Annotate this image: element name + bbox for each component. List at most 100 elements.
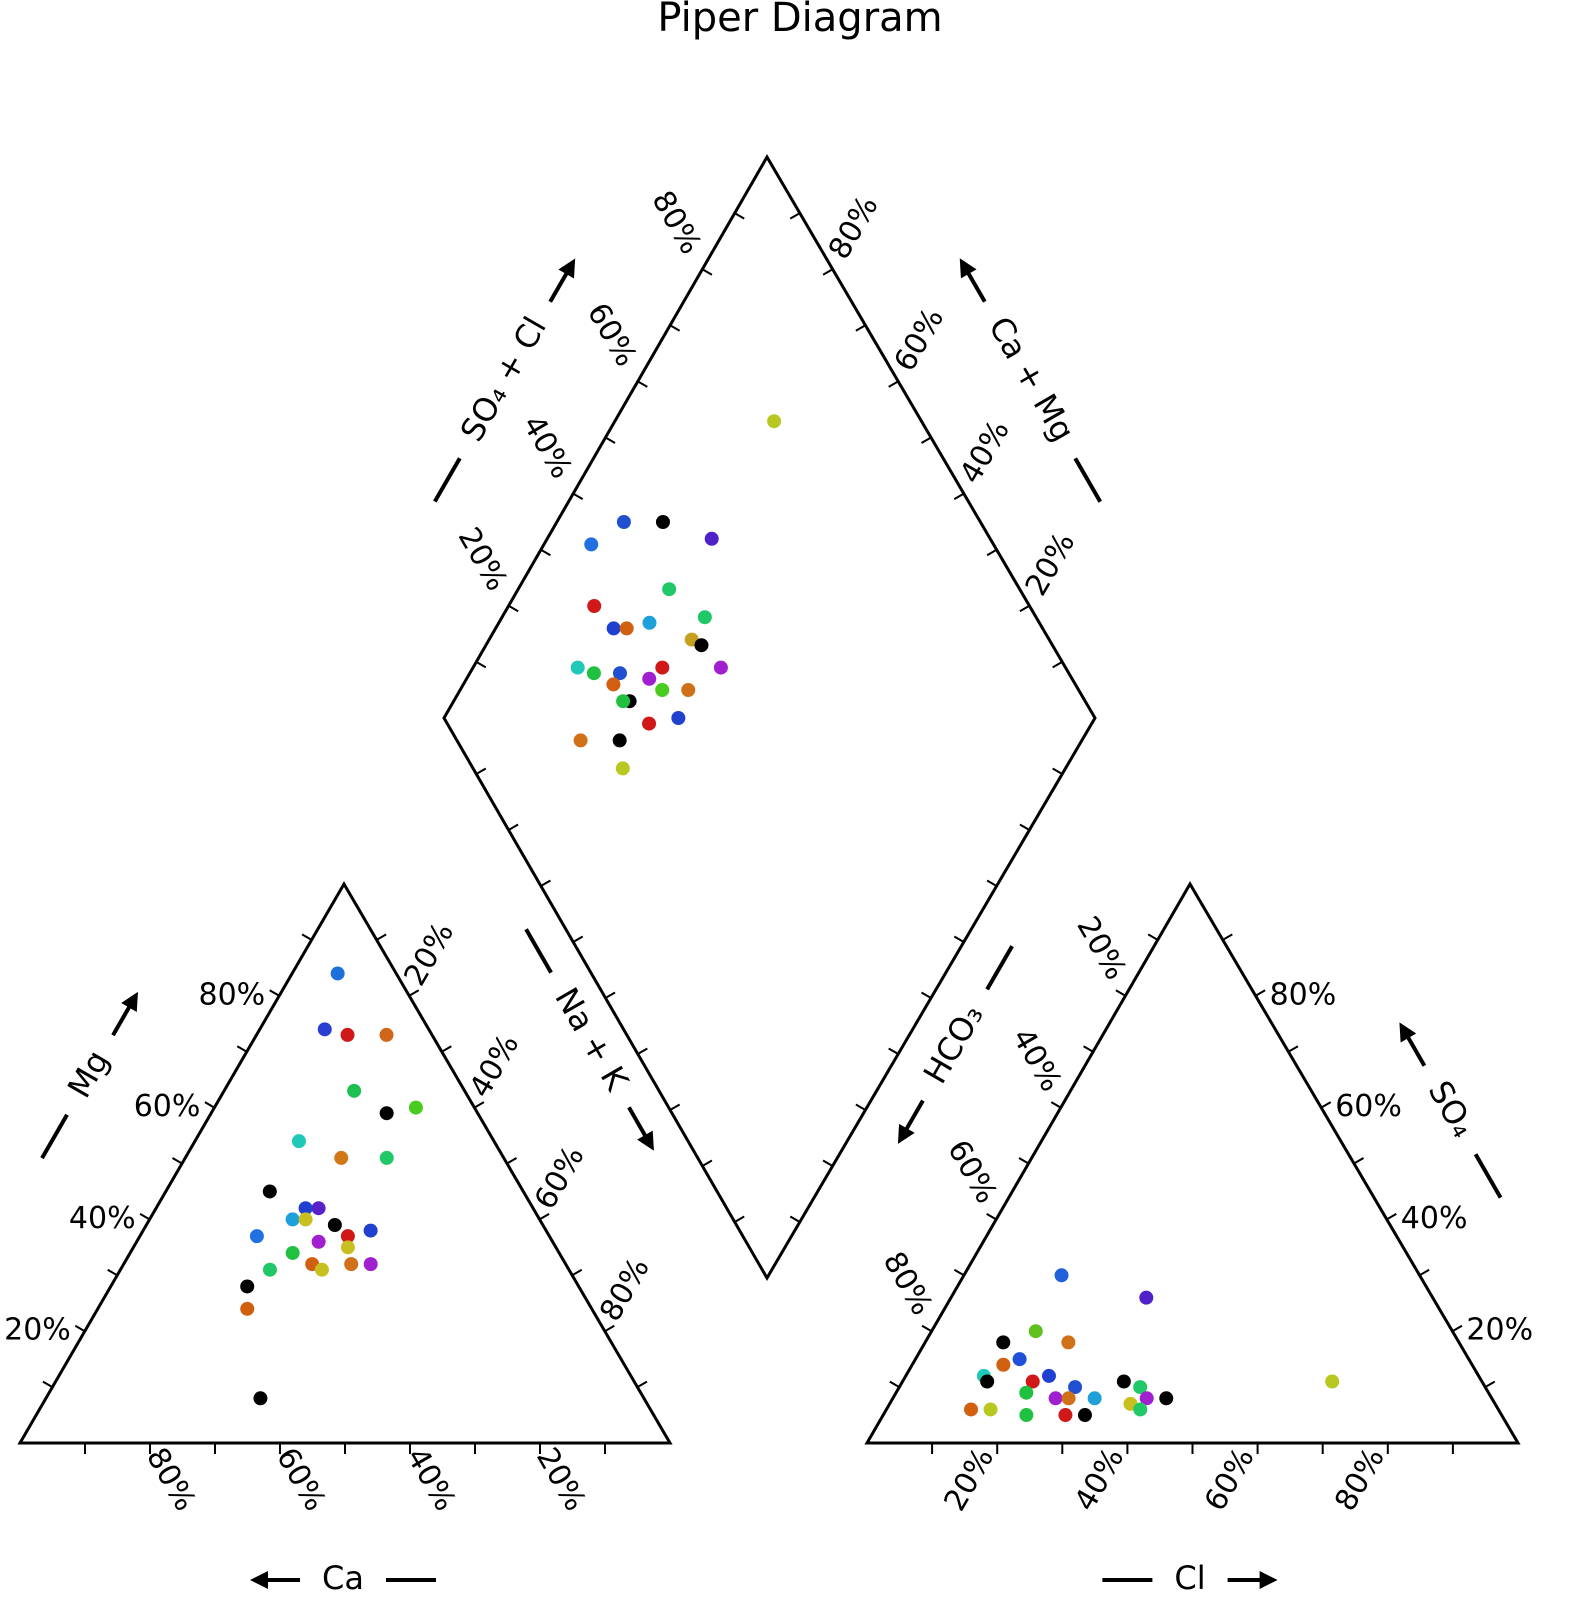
cation-point bbox=[311, 1234, 326, 1249]
tick-mark bbox=[236, 1045, 248, 1053]
tick-mark bbox=[107, 1268, 118, 1277]
diamond-point bbox=[573, 733, 588, 748]
tick-mark bbox=[1052, 767, 1063, 775]
tick-mark bbox=[701, 268, 713, 276]
anion-point bbox=[1054, 1268, 1069, 1283]
cation-point bbox=[408, 1100, 423, 1115]
axis-arrow bbox=[111, 1001, 134, 1037]
anion-point bbox=[1077, 1408, 1092, 1423]
diamond-point bbox=[570, 660, 585, 675]
diamond-point bbox=[616, 515, 631, 529]
cation-point bbox=[240, 1279, 255, 1294]
cation-point bbox=[363, 1257, 378, 1272]
tick-mark bbox=[888, 1047, 899, 1055]
tick-label: 40% bbox=[1005, 1022, 1069, 1097]
tick-label: 80% bbox=[822, 190, 886, 265]
diamond-point bbox=[606, 621, 621, 636]
tick-label: 60% bbox=[940, 1134, 1004, 1209]
anion-point bbox=[983, 1402, 998, 1417]
anion-point bbox=[1139, 1290, 1154, 1305]
tick-mark bbox=[1083, 1045, 1094, 1053]
cation-point bbox=[253, 1391, 268, 1406]
tick-mark bbox=[1419, 1268, 1430, 1277]
diamond-point bbox=[642, 615, 657, 630]
axis-title-group: SO₄ bbox=[1399, 1022, 1503, 1199]
tick-mark bbox=[921, 1324, 933, 1333]
tick-mark bbox=[1287, 1045, 1299, 1053]
tick-label: 60% bbox=[1335, 1089, 1402, 1124]
cation-point bbox=[340, 1229, 355, 1244]
tick-label: 20% bbox=[938, 1442, 1002, 1517]
diamond-point bbox=[767, 414, 782, 429]
cation-point bbox=[344, 1257, 359, 1272]
diamond-point bbox=[642, 671, 657, 686]
axis-arrowhead bbox=[121, 991, 138, 1012]
tick-mark bbox=[540, 879, 551, 887]
cation-point bbox=[379, 1150, 394, 1165]
tick-mark bbox=[889, 1380, 900, 1388]
cation-point bbox=[311, 1201, 326, 1216]
tick-mark bbox=[475, 767, 487, 775]
axis-arrowhead bbox=[558, 258, 576, 279]
tick-mark bbox=[604, 436, 616, 444]
diamond-point bbox=[642, 716, 657, 731]
anion-point bbox=[1139, 1391, 1154, 1406]
diamond-point bbox=[671, 711, 686, 725]
diamond-point bbox=[586, 666, 601, 681]
tick-mark bbox=[1147, 933, 1159, 941]
cation-point bbox=[340, 1027, 355, 1042]
axis-title: Ca bbox=[322, 1559, 364, 1597]
cation-point bbox=[363, 1223, 378, 1238]
tick-label: 20% bbox=[1019, 527, 1083, 602]
tick-mark bbox=[920, 991, 932, 999]
tick-label: 20% bbox=[398, 917, 462, 992]
tick-mark bbox=[637, 380, 648, 388]
tick-mark bbox=[701, 1159, 713, 1167]
diamond-point bbox=[587, 599, 602, 613]
axis-title-group: Ca bbox=[250, 1559, 436, 1597]
cation-point bbox=[314, 1262, 329, 1277]
tick-label: 80% bbox=[593, 1252, 657, 1327]
cation-point bbox=[291, 1134, 306, 1149]
tick-label: 80% bbox=[1270, 977, 1337, 1012]
tick-mark bbox=[953, 492, 965, 500]
cation-point bbox=[379, 1027, 394, 1042]
tick-mark bbox=[571, 1268, 583, 1277]
tick-mark bbox=[508, 604, 519, 613]
tick-label: 20% bbox=[1466, 1313, 1533, 1348]
tick-label: 60% bbox=[1198, 1442, 1262, 1517]
tick-mark bbox=[855, 1103, 866, 1111]
tick-mark bbox=[475, 661, 487, 669]
axis-title-group: HCO₃ bbox=[897, 945, 1014, 1144]
axis-title: Na + K bbox=[547, 981, 636, 1098]
tick-label: 20% bbox=[1069, 911, 1133, 986]
cation-point bbox=[327, 1217, 342, 1232]
cation-point bbox=[262, 1262, 277, 1277]
diamond-point bbox=[616, 694, 631, 709]
tick-mark bbox=[74, 1324, 86, 1333]
tick-mark bbox=[822, 268, 834, 276]
tick-mark bbox=[1052, 661, 1063, 669]
axis-dash bbox=[524, 928, 553, 974]
diamond-point bbox=[619, 621, 634, 636]
anion-point bbox=[1068, 1380, 1083, 1395]
tick-mark bbox=[1255, 989, 1266, 997]
tick-mark bbox=[473, 1101, 485, 1109]
anion-point bbox=[980, 1374, 995, 1389]
anion-point bbox=[1028, 1324, 1043, 1339]
tick-label: 40% bbox=[1068, 1442, 1132, 1517]
axis-arrow bbox=[1403, 1031, 1427, 1067]
tick-mark bbox=[1451, 1324, 1463, 1333]
anion-point bbox=[996, 1357, 1011, 1372]
tick-mark bbox=[540, 548, 551, 557]
chart-title: Piper Diagram bbox=[657, 0, 942, 41]
tick-mark bbox=[734, 1215, 745, 1223]
cation-point bbox=[379, 1106, 394, 1121]
tick-mark bbox=[376, 933, 387, 941]
diamond-point bbox=[584, 537, 599, 552]
tick-mark bbox=[539, 1213, 550, 1221]
tick-mark bbox=[669, 1103, 681, 1111]
anion-point bbox=[964, 1402, 979, 1417]
tick-mark bbox=[920, 436, 932, 444]
